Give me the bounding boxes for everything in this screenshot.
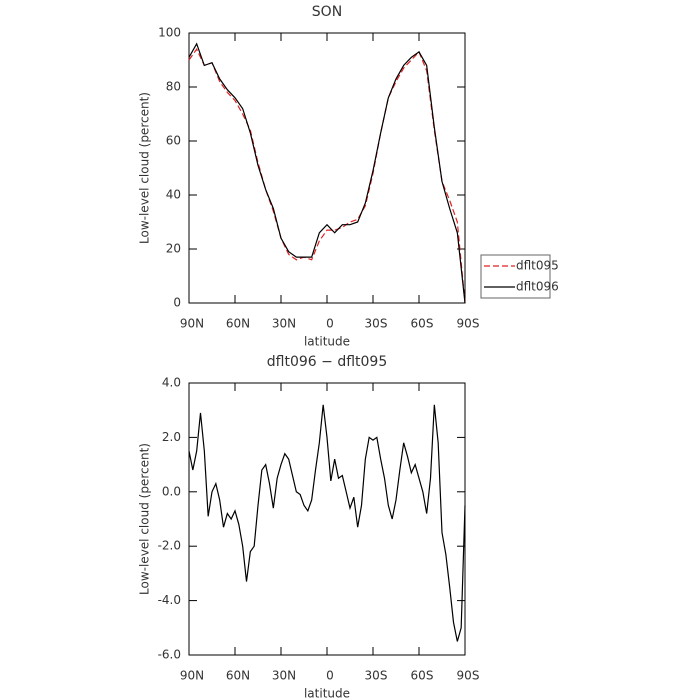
- x-tick-label: 30N: [272, 317, 296, 331]
- x-tick-label: 0: [326, 669, 334, 683]
- y-tick-label: 0: [173, 296, 181, 310]
- plot-frame: [188, 32, 466, 304]
- y-tick-label: 40: [166, 188, 181, 202]
- y-tick-label: -2.0: [158, 539, 181, 553]
- y-axis-label: Low-level cloud (percent): [138, 443, 152, 595]
- chart-title: SON: [312, 4, 342, 20]
- y-tick-label: 4.0: [162, 376, 181, 390]
- legend-box: [480, 254, 551, 299]
- chart-title: dflt096 − dflt095: [267, 354, 387, 370]
- x-tick-label: 30N: [272, 669, 296, 683]
- data-line: [188, 42, 466, 304]
- x-tick-label: 60N: [226, 669, 250, 683]
- x-tick-label: 30S: [365, 669, 388, 683]
- x-tick-label: 30S: [365, 317, 388, 331]
- legend-label: dflt096: [516, 280, 559, 294]
- y-tick-label: 60: [166, 134, 181, 148]
- legend-label: dflt095: [516, 259, 559, 273]
- y-tick-label: 80: [166, 80, 181, 94]
- y-tick-label: -4.0: [158, 593, 181, 607]
- x-tick-label: 90S: [457, 669, 480, 683]
- y-tick-label: -6.0: [158, 648, 181, 662]
- y-tick-label: 100: [158, 26, 181, 40]
- x-tick-label: 60S: [411, 669, 434, 683]
- plot-frame: [188, 382, 466, 656]
- x-axis-label: latitude: [304, 687, 350, 700]
- x-tick-label: 60N: [226, 317, 250, 331]
- y-tick-label: 20: [166, 242, 181, 256]
- x-axis-label: latitude: [304, 335, 350, 349]
- data-line: [188, 404, 466, 642]
- x-tick-label: 90S: [457, 317, 480, 331]
- y-tick-label: 2.0: [162, 430, 181, 444]
- x-tick-label: 0: [326, 317, 334, 331]
- data-line: [188, 48, 466, 304]
- x-tick-label: 90N: [180, 669, 204, 683]
- y-tick-label: 0.0: [162, 484, 181, 498]
- x-tick-label: 60S: [411, 317, 434, 331]
- y-axis-label: Low-level cloud (percent): [138, 92, 152, 244]
- x-tick-label: 90N: [180, 317, 204, 331]
